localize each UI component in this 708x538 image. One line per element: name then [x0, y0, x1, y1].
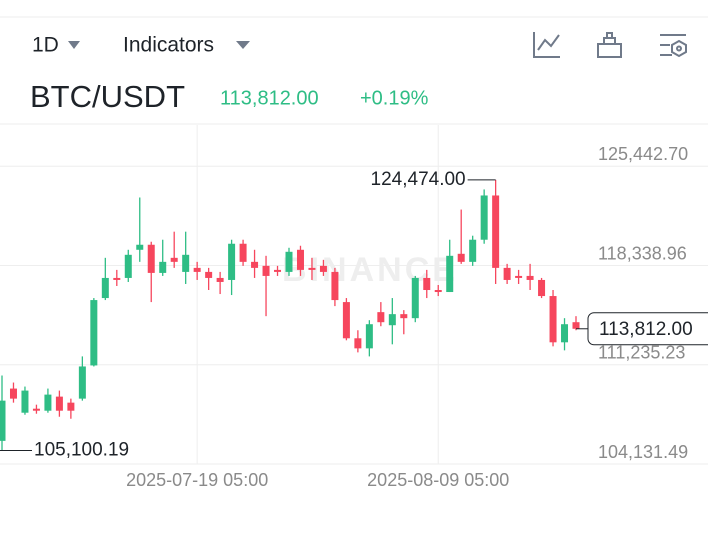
candle-body — [205, 271, 213, 278]
candle-body — [239, 243, 247, 262]
candle-body — [182, 254, 190, 272]
candle-body — [572, 322, 580, 329]
y-tick-label: 125,442.70 — [598, 144, 688, 164]
settings-icon[interactable] — [660, 34, 687, 58]
candle-body — [331, 271, 339, 301]
candle-body — [342, 302, 350, 339]
candle-body — [193, 267, 201, 272]
candle-body — [147, 244, 155, 273]
draw-tool-icon[interactable] — [597, 32, 622, 58]
candle-body — [78, 366, 86, 399]
candle-body — [423, 277, 431, 291]
annotation-label: 124,474.00 — [371, 169, 466, 190]
candle-body — [388, 314, 396, 326]
watermark: BINANCE — [282, 251, 458, 289]
candle-body — [262, 265, 270, 276]
y-tick-label: 104,131.49 — [598, 442, 688, 462]
candle-body — [469, 239, 477, 262]
header-price: 113,812.00 — [220, 87, 319, 109]
candle-body — [480, 195, 488, 240]
candle-body — [538, 279, 546, 297]
candle-body — [377, 312, 385, 323]
candle-body — [515, 275, 523, 278]
candle-body — [67, 402, 75, 411]
candle-body — [124, 254, 132, 278]
candle-body — [400, 314, 408, 319]
symbol-title: BTC/USDT — [30, 79, 185, 114]
candle-body — [136, 244, 144, 250]
candle-body — [90, 300, 98, 366]
candle-body — [308, 267, 316, 270]
candle-body — [251, 261, 259, 268]
interval-button[interactable]: 1D — [32, 34, 59, 57]
candle-body — [0, 400, 6, 441]
candle-body — [457, 253, 465, 262]
candle-body — [446, 255, 454, 293]
y-tick-label: 111,235.23 — [598, 343, 685, 363]
candle-body — [21, 390, 29, 413]
candle-body — [55, 396, 63, 411]
last-price-box — [587, 312, 708, 346]
candle-body — [44, 394, 52, 411]
y-tick-label: 118,338.96 — [598, 243, 687, 263]
indicators-button[interactable]: Indicators — [123, 34, 214, 57]
candle-body — [170, 257, 178, 262]
annotation-label: 105,100.19 — [34, 439, 129, 460]
candle-body — [561, 324, 569, 343]
candle-body — [365, 324, 373, 349]
candle-body — [159, 261, 167, 273]
candle-body — [274, 269, 282, 272]
candle-body — [101, 277, 109, 299]
candle-body — [434, 290, 442, 293]
interval-caret — [68, 41, 80, 49]
candle-body — [32, 408, 40, 411]
candle-body — [296, 249, 304, 270]
candle-body — [113, 277, 121, 280]
candle-body — [228, 243, 236, 280]
candle-body — [492, 195, 500, 268]
indicators-caret — [236, 41, 250, 49]
candle-body — [9, 388, 17, 399]
header-change: +0.19% — [360, 87, 429, 109]
candle-body — [503, 267, 511, 280]
candle-body — [526, 275, 534, 280]
last-price-label: 113,812.00 — [599, 319, 693, 340]
candle-body — [216, 277, 224, 282]
candle-body — [285, 251, 293, 272]
chart-type-icon[interactable] — [533, 32, 560, 58]
candle-body — [411, 277, 419, 319]
candle-body — [354, 338, 362, 349]
candle-body — [319, 265, 327, 272]
candle-body — [549, 296, 557, 343]
x-tick-label: 2025-08-09 05:00 — [367, 470, 509, 490]
x-tick-label: 2025-07-19 05:00 — [126, 470, 268, 490]
